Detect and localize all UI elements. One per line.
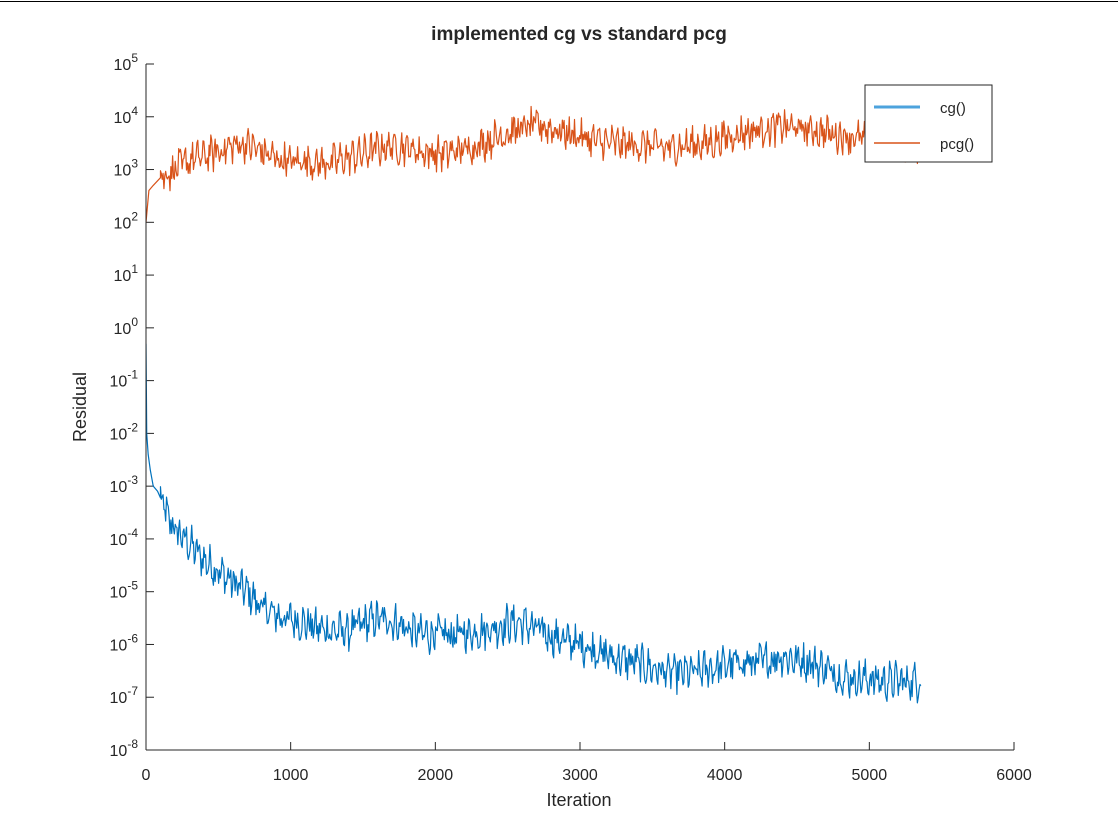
legend-box bbox=[864, 84, 993, 163]
x-tick-label: 3000 bbox=[562, 767, 598, 784]
y-tick-label: 10-8 bbox=[110, 737, 139, 760]
y-tick-label: 105 bbox=[114, 51, 139, 74]
x-tick-label: 0 bbox=[142, 767, 151, 784]
series-layer bbox=[146, 105, 922, 704]
y-tick-label: 10-2 bbox=[110, 420, 139, 443]
series-line-cg bbox=[146, 343, 922, 704]
y-tick-label: 10-6 bbox=[110, 631, 139, 654]
y-tick-label: 101 bbox=[114, 262, 139, 285]
x-axis-label: Iteration bbox=[546, 790, 611, 810]
legend-label-cg: cg() bbox=[940, 100, 966, 117]
chart-title: implemented cg vs standard pcg bbox=[431, 24, 727, 45]
y-tick-label: 10-3 bbox=[110, 473, 139, 496]
y-tick-label: 102 bbox=[114, 209, 139, 232]
y-tick-label: 10-5 bbox=[110, 579, 139, 602]
x-tick-label: 2000 bbox=[418, 767, 454, 784]
x-tick-label: 1000 bbox=[273, 767, 309, 784]
x-axis-ticks: 0 1000 2000 3000 4000 5000 6000 bbox=[142, 742, 1032, 784]
y-tick-label: 10-4 bbox=[110, 526, 139, 549]
y-tick-label: 104 bbox=[114, 104, 139, 127]
x-tick-label: 5000 bbox=[852, 767, 888, 784]
y-tick-label: 100 bbox=[114, 315, 139, 338]
x-tick-label: 4000 bbox=[707, 767, 743, 784]
legend-label-pcg: pcg() bbox=[940, 136, 974, 153]
x-tick-label: 6000 bbox=[996, 767, 1032, 784]
y-axis-label: Residual bbox=[70, 372, 90, 442]
y-axis-ticks: 105 104 103 102 101 100 10-1 10-2 10-3 10-4 10-5 10… bbox=[110, 51, 154, 760]
series-line-pcg bbox=[146, 105, 922, 223]
legend: cg() pcg() bbox=[864, 84, 993, 163]
y-tick-label: 10-1 bbox=[110, 368, 139, 391]
y-tick-label: 103 bbox=[114, 157, 139, 180]
y-tick-label: 10-7 bbox=[110, 684, 139, 707]
